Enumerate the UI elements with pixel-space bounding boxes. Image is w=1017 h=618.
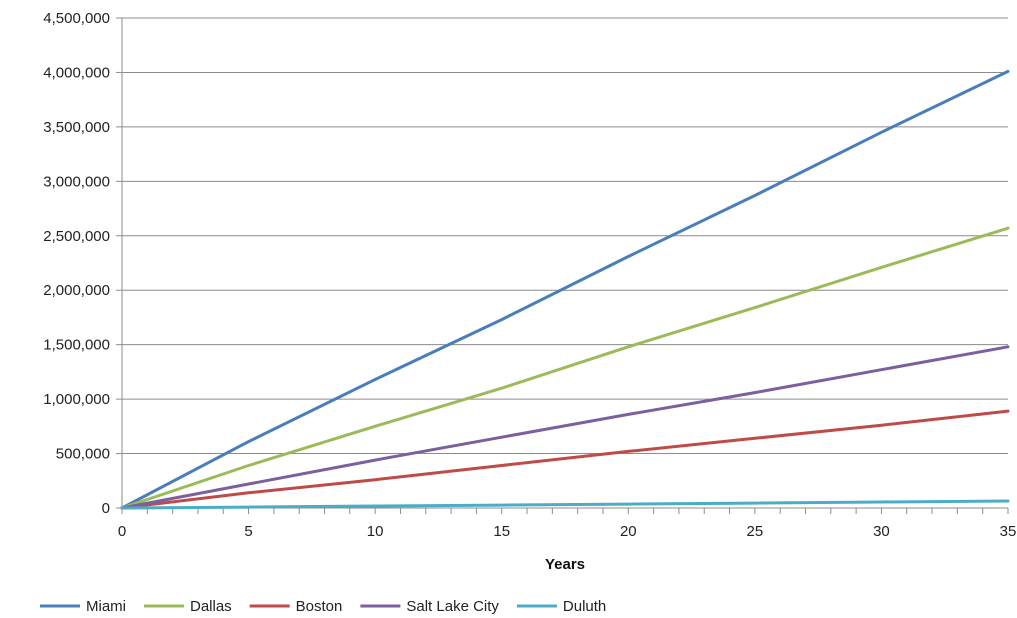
y-tick-label: 3,500,000 [43, 119, 110, 136]
series-line-salt-lake-city [120, 345, 1010, 510]
y-tick-label: 500,000 [56, 446, 110, 463]
legend-item-salt-lake-city: Salt Lake City [360, 598, 499, 615]
legend: Miami Dallas Boston Salt Lake City Duluth [40, 598, 606, 615]
legend-item-boston: Boston [249, 598, 343, 615]
legend-label: Boston [296, 598, 343, 615]
legend-label: Salt Lake City [406, 598, 499, 615]
y-tick-label: 4,000,000 [43, 64, 110, 81]
x-tick-label: 35 [1000, 523, 1017, 540]
x-axis-ticks: 0 5 10 15 20 25 30 35 [118, 508, 1017, 540]
y-tick-label: 0 [102, 500, 110, 517]
x-tick-label: 0 [118, 523, 126, 540]
legend-label: Dallas [190, 598, 232, 615]
y-tick-label: 2,000,000 [43, 282, 110, 299]
x-tick-label: 15 [493, 523, 510, 540]
y-tick-label: 3,000,000 [43, 173, 110, 190]
x-axis-title: Years [545, 556, 585, 573]
y-tick-label: 4,500,000 [43, 10, 110, 27]
series-line-miami [120, 69, 1010, 510]
y-tick-label: 1,500,000 [43, 337, 110, 354]
series-line-boston [120, 409, 1010, 510]
x-tick-label: 5 [244, 523, 252, 540]
gridlines [122, 17, 1008, 455]
x-tick-label: 25 [747, 523, 764, 540]
series-line-duluth [120, 499, 1010, 510]
x-tick-label: 30 [873, 523, 890, 540]
x-tick-label: 20 [620, 523, 637, 540]
y-axis-ticks: 0 500,000 1,000,000 1,500,000 2,000,000 2,500… [43, 10, 122, 517]
series-line-dallas [120, 226, 1010, 510]
legend-item-duluth: Duluth [516, 598, 606, 615]
legend-label: Miami [86, 598, 126, 615]
series-lines [120, 69, 1010, 510]
y-tick-label: 2,500,000 [43, 228, 110, 245]
legend-label: Duluth [563, 598, 606, 615]
x-tick-label: 10 [367, 523, 384, 540]
axes [121, 18, 1008, 509]
y-tick-label: 1,000,000 [43, 391, 110, 408]
legend-item-dallas: Dallas [143, 598, 232, 615]
legend-item-miami: Miami [40, 598, 126, 615]
